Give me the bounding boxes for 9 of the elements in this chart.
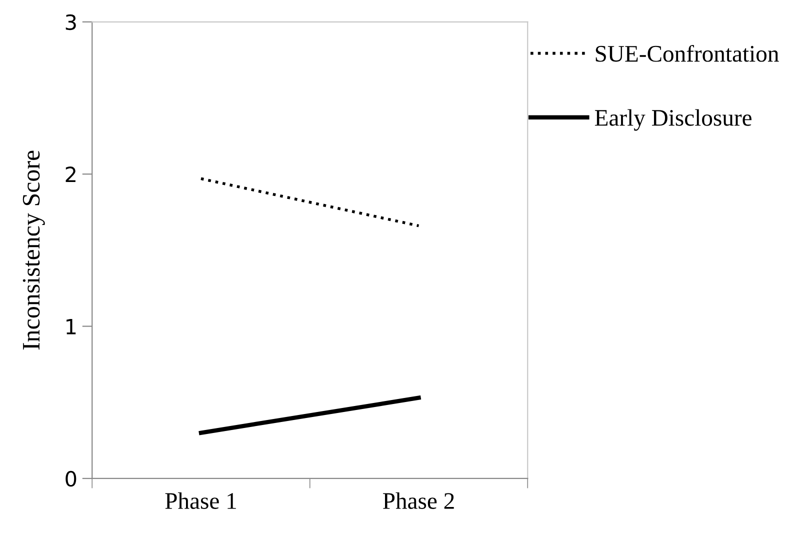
y-axis-title: Inconsistency Score [22, 150, 45, 350]
y-tick-label: 2 [66, 166, 76, 182]
legend-label: SUE-Confrontation [596, 44, 779, 62]
legend-label: Early Disclosure [594, 109, 752, 131]
x-tick-label: Phase 2 [383, 492, 454, 509]
x-tick-label: Phase 1 [165, 492, 236, 509]
y-tick-label: 0 [66, 470, 76, 487]
y-tick-label: 1 [66, 319, 76, 334]
y-tick-label: 3 [66, 14, 76, 30]
